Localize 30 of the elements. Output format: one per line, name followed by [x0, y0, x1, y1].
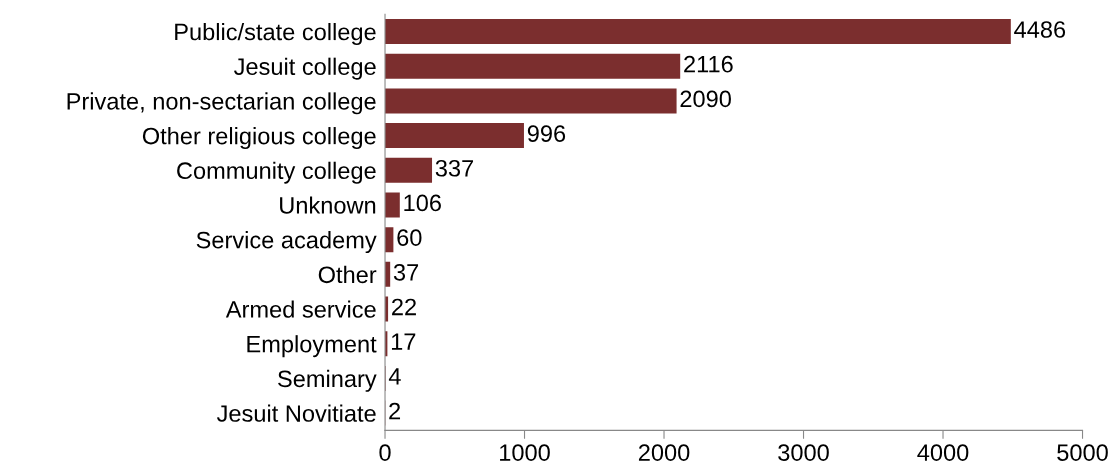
x-tick-label: 0 — [379, 444, 391, 461]
data-label: 17 — [391, 333, 416, 350]
y-tick-label: Armed service — [225, 300, 376, 318]
y-tick-label: Jesuit college — [234, 57, 376, 80]
data-label: 4486 — [1014, 21, 1066, 38]
y-tick-label: Unknown — [280, 196, 376, 214]
data-label: 996 — [527, 125, 566, 142]
x-tick-label: 4000 — [917, 444, 969, 461]
y-tick-label: Service academy — [196, 231, 377, 254]
data-label: 2090 — [680, 90, 731, 108]
data-label: 37 — [393, 263, 419, 281]
y-tick-label: Other — [318, 265, 377, 284]
data-label: 60 — [397, 229, 422, 246]
y-tick-label: Jesuit Novitiate — [216, 404, 376, 422]
x-tick-label: 1000 — [500, 444, 550, 461]
x-tick-label: 2000 — [638, 444, 690, 461]
y-tick-label: Seminary — [278, 369, 377, 392]
data-label: 2116 — [684, 55, 733, 73]
data-label: 22 — [392, 298, 416, 316]
data-label: 337 — [435, 159, 474, 177]
y-tick-label: Other religious college — [142, 127, 376, 150]
x-tick-label: 3000 — [778, 444, 829, 461]
data-label: 2 — [389, 402, 401, 420]
y-tick-label: Private, non-sectarian college — [67, 92, 376, 115]
y-tick-label: Employment — [247, 335, 377, 358]
y-tick-label: Community college — [177, 161, 376, 184]
data-label: 106 — [404, 194, 441, 212]
x-tick-label: 5000 — [1057, 444, 1108, 461]
data-label: 4 — [388, 368, 401, 385]
y-tick-label: Public/state college — [175, 22, 376, 45]
